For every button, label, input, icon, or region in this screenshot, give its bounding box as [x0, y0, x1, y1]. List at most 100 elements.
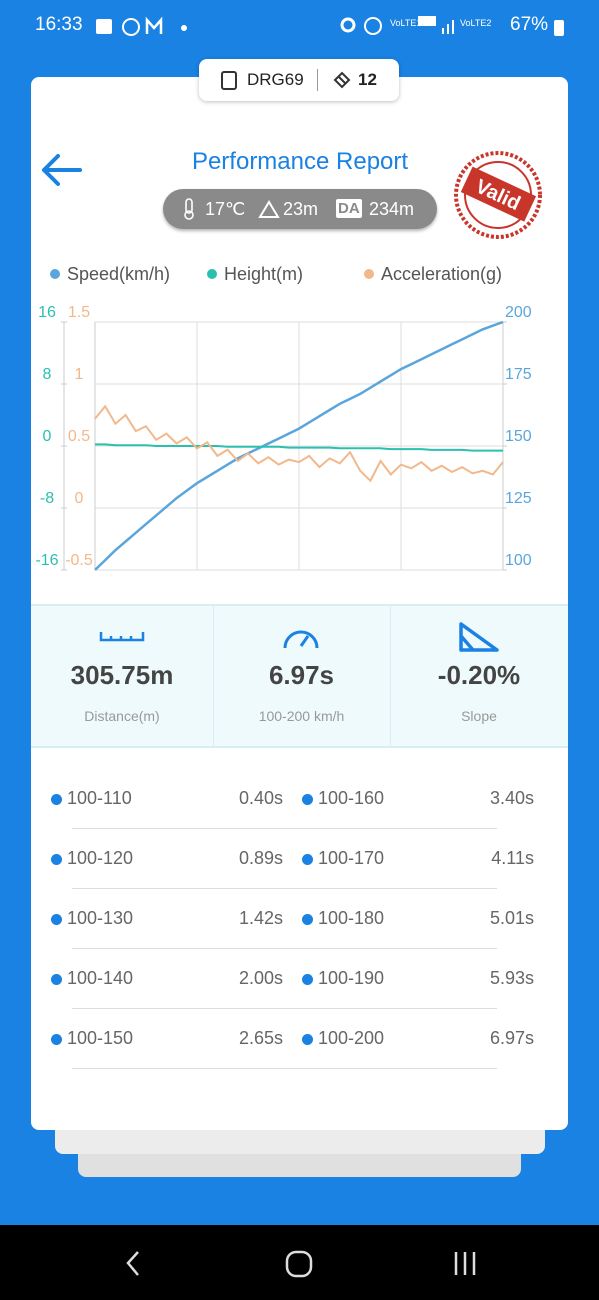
device-icon — [221, 71, 237, 90]
legend-dot — [207, 269, 217, 279]
y3-tick-label: 1 — [75, 366, 84, 383]
split-range: 100-120 — [67, 848, 134, 868]
row-divider — [72, 828, 497, 829]
split-dot — [302, 854, 313, 865]
split-time: 5.93s — [489, 968, 534, 988]
split-time: 5.01s — [489, 908, 534, 928]
split-time: 2.00s — [238, 968, 283, 988]
split-time: 6.97s — [489, 1028, 534, 1048]
divider — [317, 69, 318, 91]
split-dot — [302, 974, 313, 985]
device-name: DRG69 — [247, 70, 304, 89]
row-divider — [72, 948, 497, 949]
split-time: 3.40s — [489, 788, 534, 808]
chart: 16 8 0 -8 -16 1.5 1 0.5 0 -0.5 200 175 150 125 100 Spee… — [35, 264, 532, 571]
gauge-icon — [283, 630, 319, 649]
page-title: Performance Report — [191, 148, 409, 175]
split-dot — [302, 914, 313, 925]
y2-tick-label: 200 — [505, 304, 532, 321]
row-divider — [72, 888, 497, 889]
y-tick-label: 0 — [43, 428, 52, 445]
report-card — [31, 77, 568, 1130]
split-range: 100-130 — [67, 908, 134, 928]
back-button[interactable] — [40, 152, 84, 188]
split-time: 4.11s — [491, 848, 534, 868]
split-time: 0.40s — [238, 788, 283, 808]
y2-tick-label: 100 — [505, 552, 532, 569]
split-range: 100-180 — [318, 908, 385, 928]
y3-tick-label: 0 — [75, 490, 84, 507]
split-range: 100-190 — [318, 968, 385, 988]
series-line — [94, 404, 504, 483]
nav-bar — [0, 1225, 599, 1300]
device-badge[interactable]: DRG69 12 — [199, 59, 399, 101]
stack-card — [78, 1152, 521, 1177]
stat-label: Slope — [461, 708, 497, 724]
split-range: 100-200 — [318, 1028, 385, 1048]
split-dot — [51, 794, 62, 805]
ruler-icon — [99, 632, 145, 642]
stat-label: 100-200 km/h — [258, 708, 345, 724]
stat-value: -0.20% — [437, 660, 521, 690]
svg-text:VoLTE2: VoLTE2 — [460, 18, 491, 28]
split-dot — [51, 854, 62, 865]
battery-percent: 67% — [510, 14, 549, 35]
satellite-icon — [333, 71, 351, 89]
y3-tick-label: 1.5 — [68, 304, 90, 321]
satellite-count: 12 — [358, 70, 377, 89]
y-tick-label: 8 — [43, 366, 52, 383]
y3-tick-label: 0.5 — [68, 428, 90, 445]
density-altitude: 234m — [369, 199, 415, 219]
split-dot — [302, 794, 313, 805]
divider — [390, 606, 391, 746]
y-tick-label: 16 — [38, 304, 56, 321]
series-line — [94, 320, 504, 571]
conditions-pill: 17℃ 23m DA 234m — [163, 189, 437, 229]
legend-label: Speed(km/h) — [67, 264, 170, 284]
stat-value: 305.75m — [70, 660, 174, 690]
row-divider — [72, 1008, 497, 1009]
y3-tick-label: -0.5 — [65, 552, 93, 569]
stat-label: Distance(m) — [84, 708, 160, 724]
split-dot — [302, 1034, 313, 1045]
split-range: 100-140 — [67, 968, 134, 988]
y-tick-label: -8 — [40, 490, 54, 507]
legend-dot — [50, 269, 60, 279]
stats-panel — [31, 604, 568, 748]
split-range: 100-110 — [67, 788, 132, 808]
split-dot — [51, 1034, 62, 1045]
temperature: 17℃ — [205, 199, 246, 219]
split-range: 100-170 — [318, 848, 385, 868]
series-line — [95, 443, 503, 452]
legend-dot — [364, 269, 374, 279]
y2-tick-label: 175 — [505, 366, 532, 383]
y2-tick-label: 125 — [505, 490, 532, 507]
legend-label: Height(m) — [224, 264, 303, 284]
thermometer-icon — [184, 198, 194, 220]
altitude-icon — [258, 200, 280, 218]
valid-stamp: Valid — [454, 151, 542, 239]
row-divider — [72, 1068, 497, 1069]
split-time: 0.89s — [238, 848, 283, 868]
y2-tick-label: 150 — [505, 428, 532, 445]
svg-text:VoLTE1: VoLTE1 — [390, 18, 421, 28]
divider — [213, 606, 214, 746]
status-icons — [96, 16, 187, 36]
battery-icon — [554, 20, 564, 36]
slope-icon — [459, 622, 499, 652]
split-dot — [51, 974, 62, 985]
nav-icons[interactable] — [120, 1249, 500, 1279]
stat-value: 6.97s — [268, 660, 335, 690]
status-time: 16:33 — [35, 14, 83, 35]
split-range: 100-150 — [67, 1028, 134, 1048]
split-range: 100-160 — [318, 788, 385, 808]
altitude: 23m — [283, 199, 319, 219]
da-label: DA — [336, 199, 362, 218]
split-time: 2.65s — [238, 1028, 283, 1048]
y-tick-label: -16 — [35, 552, 58, 569]
legend-label: Acceleration(g) — [381, 264, 502, 284]
split-time: 1.42s — [238, 908, 283, 928]
stack-card — [55, 1128, 545, 1154]
status-signal: VoLTE1 VoLTE2 — [340, 16, 491, 35]
